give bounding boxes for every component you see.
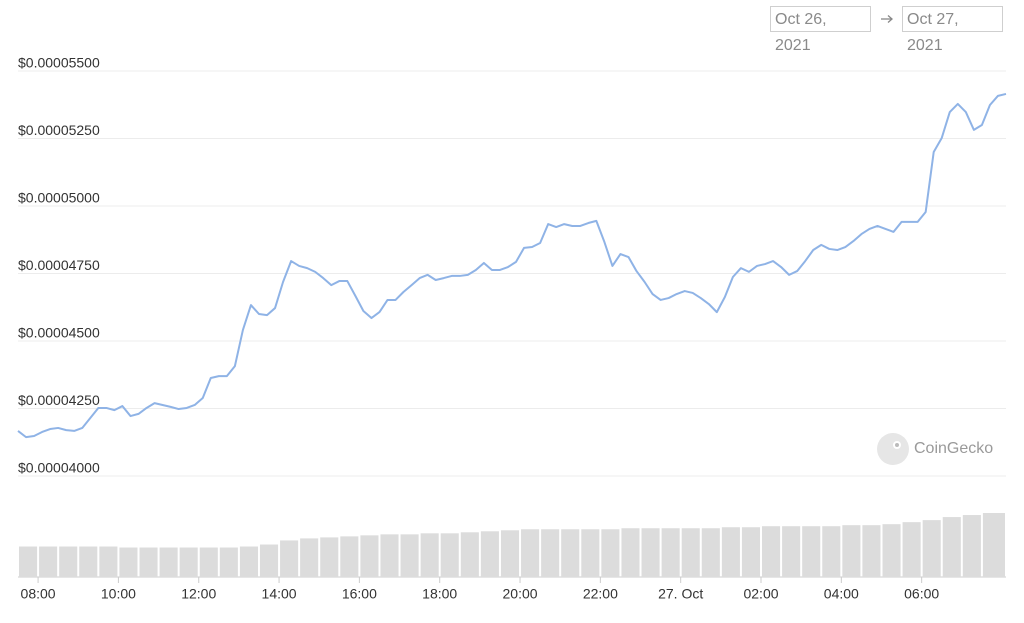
- y-tick-label: $0.00005250: [18, 122, 100, 138]
- volume-bar: [741, 527, 761, 577]
- volume-bar: [782, 526, 801, 577]
- volume-bar: [420, 533, 439, 577]
- x-tick-label: 08:00: [21, 586, 56, 602]
- volume-bar: [320, 537, 339, 577]
- volume-bar: [982, 513, 1005, 577]
- volume-bar: [581, 529, 600, 577]
- y-tick-label: $0.00005500: [18, 55, 100, 71]
- volume-bar: [79, 546, 98, 577]
- volume-bar: [641, 528, 660, 577]
- volume-bar: [440, 533, 459, 577]
- y-tick-label: $0.00004250: [18, 392, 100, 408]
- volume-bar: [400, 534, 419, 577]
- volume-bar: [862, 525, 881, 577]
- volume-bar: [521, 529, 540, 577]
- volume-bar: [480, 531, 499, 577]
- volume-bar: [19, 546, 38, 577]
- volume-bar: [701, 528, 720, 577]
- x-tick-label: 04:00: [824, 586, 859, 602]
- x-tick-label: 27. Oct: [658, 586, 703, 602]
- volume-bar: [842, 525, 861, 577]
- volume-bar: [802, 526, 821, 577]
- range-arrow: [881, 15, 893, 23]
- volume-bar: [902, 522, 921, 577]
- price-line: [17, 92, 1007, 439]
- x-tick-label: 22:00: [583, 586, 618, 602]
- date-to[interactable]: Oct 27, 2021: [902, 6, 1003, 54]
- x-tick-label: 18:00: [422, 586, 457, 602]
- volume-bar: [922, 520, 941, 577]
- volume-bar: [962, 515, 981, 577]
- volume-bar: [239, 546, 258, 577]
- y-tick-label: $0.00004750: [18, 257, 100, 273]
- y-tick-label: $0.00004500: [18, 325, 100, 341]
- volume-bar: [822, 526, 841, 577]
- x-tick-label: 20:00: [503, 586, 538, 602]
- x-tick-label: 12:00: [181, 586, 216, 602]
- volume-bar: [340, 536, 359, 577]
- x-tick-label: 10:00: [101, 586, 136, 602]
- volume-bar: [561, 529, 580, 577]
- volume-bar: [460, 532, 479, 577]
- volume-bar: [119, 547, 138, 577]
- volume-bar: [621, 528, 640, 577]
- volume-bar: [942, 517, 961, 577]
- volume-bar: [300, 538, 319, 577]
- volume-bar: [219, 547, 238, 577]
- volume-bar: [541, 529, 560, 577]
- volume-bar: [762, 526, 781, 577]
- volume-bar: [601, 529, 620, 577]
- volume-bar: [500, 530, 520, 577]
- volume-bar: [882, 524, 901, 577]
- x-tick-label: 06:00: [904, 586, 939, 602]
- volume-bar: [380, 534, 399, 577]
- volume-bar: [661, 528, 680, 577]
- watermark-logo: [877, 433, 909, 465]
- volume-bar: [159, 547, 178, 577]
- y-tick-label: $0.00005000: [18, 190, 100, 206]
- volume-bar: [681, 528, 700, 577]
- volume-bar: [99, 546, 118, 577]
- volume-bar: [39, 546, 58, 577]
- volume-bar: [360, 535, 379, 577]
- volume-bar: [179, 547, 198, 577]
- volume-bar: [280, 540, 299, 577]
- x-tick-label: 14:00: [262, 586, 297, 602]
- volume-bar: [199, 547, 218, 577]
- x-tick-label: 02:00: [743, 586, 778, 602]
- x-tick-label: 16:00: [342, 586, 377, 602]
- volume-bar: [721, 527, 740, 577]
- watermark: CoinGecko: [914, 440, 993, 457]
- y-tick-label: $0.00004000: [18, 460, 100, 476]
- volume-bar: [259, 544, 279, 577]
- volume-bar: [59, 546, 78, 577]
- volume-bar: [139, 547, 158, 577]
- date-from[interactable]: Oct 26, 2021: [770, 6, 871, 54]
